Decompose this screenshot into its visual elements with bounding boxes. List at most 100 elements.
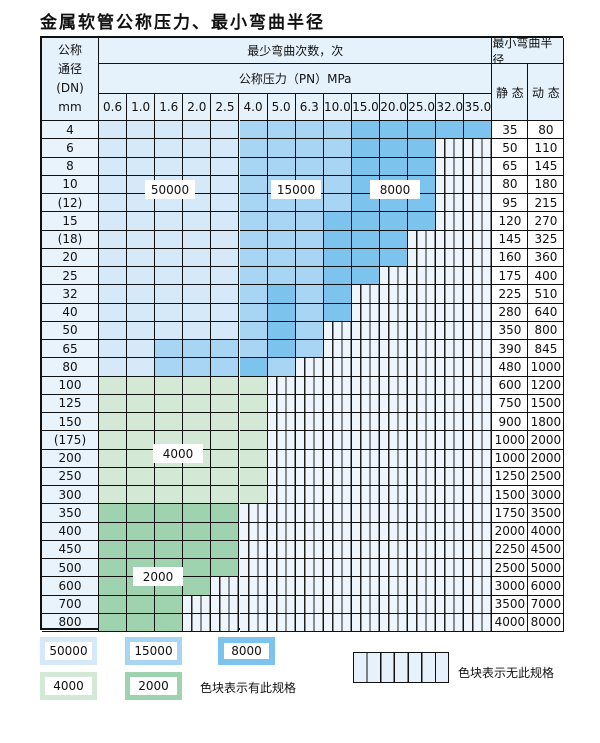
row-dynamic-radius: 5000 xyxy=(528,559,565,578)
no-spec-cell xyxy=(408,486,437,505)
spec-cell xyxy=(323,303,352,322)
spec-cell xyxy=(295,267,324,286)
spec-cell xyxy=(267,303,296,322)
row-static-radius: 1000 xyxy=(492,449,529,468)
spec-cell xyxy=(267,121,296,140)
legend-8000: 8000 xyxy=(218,637,275,665)
no-spec-cell xyxy=(295,467,324,486)
spec-cell xyxy=(211,540,240,559)
no-spec-cell xyxy=(323,522,352,541)
spec-cell xyxy=(127,358,156,377)
spec-cell xyxy=(267,248,296,267)
row-dynamic-radius: 1500 xyxy=(528,394,565,413)
row-dynamic-radius: 80 xyxy=(528,121,565,140)
no-spec-cell xyxy=(351,413,380,432)
spec-cell xyxy=(211,321,240,340)
spec-cell xyxy=(99,559,128,578)
row-static-radius: 1000 xyxy=(492,431,529,450)
spec-cell xyxy=(183,504,212,523)
row-dynamic-radius: 800 xyxy=(528,321,565,340)
zone-label-8000: 8000 xyxy=(370,180,420,199)
spec-cell xyxy=(239,303,268,322)
no-spec-cell xyxy=(380,522,409,541)
legend-15000: 15000 xyxy=(125,637,182,665)
no-spec-cell xyxy=(408,340,437,359)
no-spec-cell xyxy=(267,376,296,395)
dynamic-header: 动 态 xyxy=(528,64,565,121)
pressure-col-5.0: 5.0 xyxy=(267,94,296,121)
spec-cell xyxy=(436,121,465,140)
no-spec-cell xyxy=(380,431,409,450)
spec-cell xyxy=(155,394,184,413)
spec-cell xyxy=(351,157,380,176)
no-spec-cell xyxy=(380,540,409,559)
spec-cell xyxy=(155,413,184,432)
spec-cell xyxy=(127,285,156,304)
row-dynamic-radius: 3500 xyxy=(528,504,565,523)
spec-cell xyxy=(127,431,156,450)
row-dn: 125 xyxy=(42,394,99,413)
spec-cell xyxy=(295,340,324,359)
row-static-radius: 1500 xyxy=(492,486,529,505)
row-dn: 15 xyxy=(42,212,99,231)
no-spec-cell xyxy=(239,522,268,541)
spec-cell xyxy=(99,394,128,413)
spec-cell xyxy=(127,139,156,158)
spec-cell xyxy=(323,157,352,176)
spec-cell xyxy=(155,303,184,322)
spec-cell xyxy=(211,139,240,158)
spec-cell xyxy=(380,248,409,267)
no-spec-cell xyxy=(464,157,493,176)
spec-cell xyxy=(127,540,156,559)
row-static-radius: 390 xyxy=(492,340,529,359)
no-spec-cell xyxy=(323,449,352,468)
no-spec-cell xyxy=(408,577,437,596)
no-spec-cell xyxy=(464,394,493,413)
row-static-radius: 35 xyxy=(492,121,529,140)
no-spec-cell xyxy=(408,413,437,432)
row-static-radius: 350 xyxy=(492,321,529,340)
spec-cell xyxy=(99,486,128,505)
row-dn: (175) xyxy=(42,431,99,450)
no-spec-cell xyxy=(351,613,380,632)
spec-cell xyxy=(211,212,240,231)
row-dynamic-radius: 270 xyxy=(528,212,565,231)
spec-cell xyxy=(211,248,240,267)
row-dynamic-radius: 2500 xyxy=(528,467,565,486)
spec-cell xyxy=(267,230,296,249)
no-spec-cell xyxy=(436,175,465,194)
no-spec-cell xyxy=(323,577,352,596)
no-spec-cell xyxy=(464,559,493,578)
spec-cell xyxy=(99,267,128,286)
pressure-col-15.0: 15.0 xyxy=(351,94,380,121)
spec-cell xyxy=(99,577,128,596)
spec-cell xyxy=(380,212,409,231)
spec-cell xyxy=(239,321,268,340)
no-spec-cell xyxy=(351,376,380,395)
no-spec-cell xyxy=(351,467,380,486)
spec-cell xyxy=(351,121,380,140)
no-spec-cell xyxy=(436,394,465,413)
row-dn: 20 xyxy=(42,248,99,267)
spec-cell xyxy=(155,139,184,158)
spec-cell xyxy=(408,139,437,158)
spec-cell xyxy=(99,522,128,541)
no-spec-cell xyxy=(211,577,240,596)
row-dynamic-radius: 2000 xyxy=(528,449,565,468)
row-static-radius: 480 xyxy=(492,358,529,377)
row-static-radius: 65 xyxy=(492,157,529,176)
row-dynamic-radius: 7000 xyxy=(528,595,565,614)
row-dynamic-radius: 1000 xyxy=(528,358,565,377)
row-static-radius: 120 xyxy=(492,212,529,231)
row-static-radius: 2000 xyxy=(492,522,529,541)
pressure-col-6.3: 6.3 xyxy=(295,94,324,121)
row-dynamic-radius: 4000 xyxy=(528,522,565,541)
no-spec-cell xyxy=(183,613,212,632)
row-static-radius: 2250 xyxy=(492,540,529,559)
spec-cell xyxy=(211,376,240,395)
pressure-radius-table: 公称 通径 (DN) mm 最少弯曲次数，次 公称压力（PN）MPa 最小弯曲半径静 态动 … xyxy=(40,36,565,632)
no-spec-cell xyxy=(464,267,493,286)
spec-cell xyxy=(183,413,212,432)
spec-cell xyxy=(183,212,212,231)
spec-cell xyxy=(267,285,296,304)
